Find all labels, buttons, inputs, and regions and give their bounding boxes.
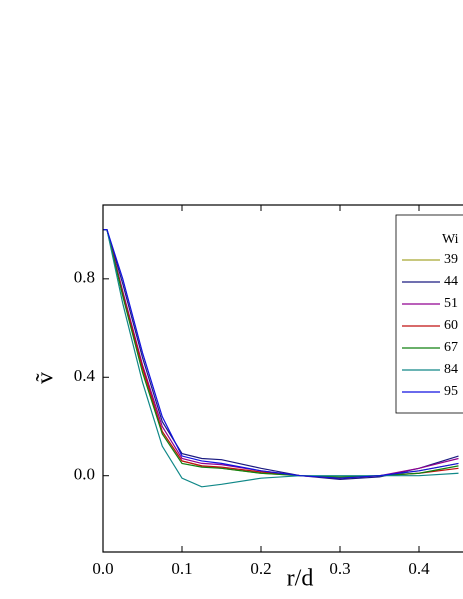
y-tick-label: 0.8 (74, 268, 95, 287)
x-axis-label: r/d (287, 566, 314, 592)
legend-title: Wi (442, 232, 459, 247)
legend-label: 95 (444, 384, 458, 399)
legend-label: 51 (444, 296, 458, 311)
legend-label: 39 (444, 252, 458, 267)
legend-label: 84 (444, 362, 458, 377)
y-tick-label: 0.0 (74, 465, 95, 484)
series-line (103, 229, 459, 479)
plot-area (103, 229, 459, 488)
y-axis-label: ṽ (33, 372, 59, 384)
legend-box (395, 214, 463, 414)
x-tick-label: 0.2 (250, 559, 271, 578)
x-tick-label: 0.1 (171, 559, 192, 578)
legend-label: 44 (444, 274, 458, 289)
x-tick-label: 0.0 (92, 559, 113, 578)
y-tick-label: 0.4 (74, 366, 96, 385)
x-tick-label: 0.3 (329, 559, 350, 578)
x-tick-label: 0.4 (408, 559, 430, 578)
plot-frame (102, 204, 463, 553)
legend-label: 67 (444, 340, 458, 355)
legend-label: 60 (444, 318, 458, 333)
legend: Wi 39 44 51 60 67 84 95 (395, 214, 463, 414)
series-line (103, 229, 459, 481)
